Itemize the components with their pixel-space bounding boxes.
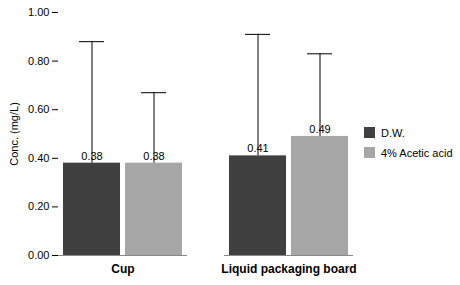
svg-text:0.20: 0.20	[28, 200, 49, 212]
svg-text:0.38: 0.38	[143, 150, 164, 162]
svg-text:0.38: 0.38	[81, 150, 102, 162]
html-text:D.W.: D.W.	[381, 126, 405, 139]
svg-text:0.00: 0.00	[28, 249, 49, 261]
svg-text:0.60: 0.60	[28, 103, 49, 115]
svg-text:Liquid packaging board: Liquid packaging board	[221, 262, 356, 276]
svg-text:Conc. (mg/L): Conc. (mg/L)	[8, 102, 20, 166]
svg-text:0.41: 0.41	[247, 142, 268, 154]
svg-text:1.00: 1.00	[28, 6, 49, 18]
html-text:4% Acetic acid: 4% Acetic acid	[381, 146, 453, 159]
svg-text:0.80: 0.80	[28, 55, 49, 67]
svg-text:Cup: Cup	[111, 262, 134, 276]
svg-text:0.40: 0.40	[28, 152, 49, 164]
svg-text:0.49: 0.49	[309, 123, 330, 135]
